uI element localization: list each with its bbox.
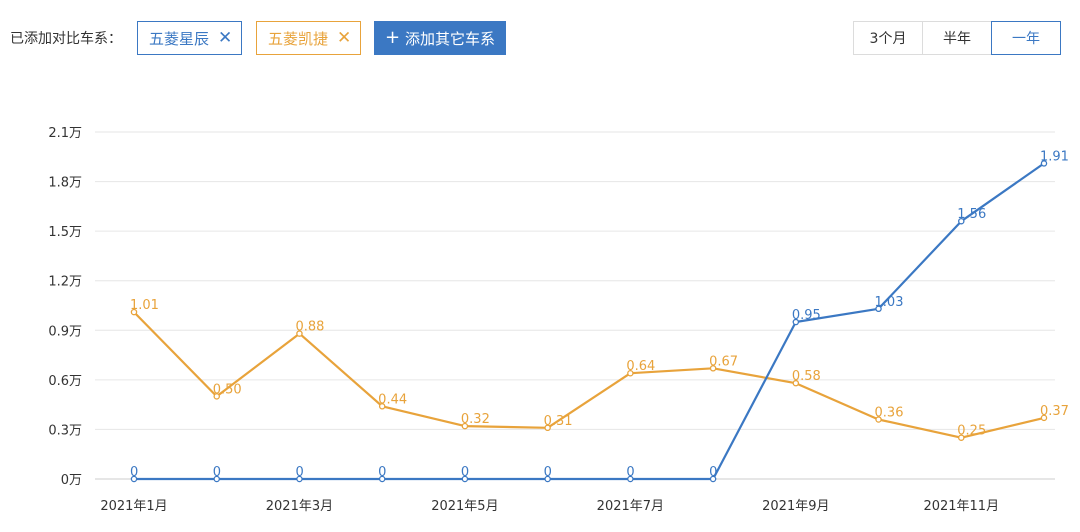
data-label: 0.37: [1040, 404, 1069, 419]
toolbar: 已添加对比车系： 五菱星辰 ✕ 五菱凯捷 ✕ + 添加其它车系 3个月 半年 一…: [0, 0, 1080, 80]
y-tick-label: 1.5万: [48, 225, 82, 240]
data-point: [461, 422, 469, 430]
data-label: 1.56: [957, 207, 986, 222]
data-point: [627, 369, 634, 377]
data-point: [709, 365, 717, 372]
data-point: [213, 475, 220, 483]
add-series-button[interactable]: + 添加其它车系: [374, 21, 506, 55]
data-point: [544, 424, 551, 432]
data-label: 0: [213, 465, 221, 480]
y-tick-label: 1.2万: [48, 275, 82, 290]
data-point: [627, 475, 634, 483]
x-tick-label: 2021年7月: [597, 499, 664, 514]
data-label: 0.36: [875, 406, 904, 421]
data-point: [792, 379, 800, 387]
data-label: 0.58: [792, 369, 821, 384]
data-point: [792, 318, 800, 326]
plus-icon: +: [384, 27, 401, 48]
y-tick-label: 0.6万: [48, 374, 82, 389]
x-tick-label: 2021年9月: [762, 499, 829, 514]
add-series-label: 添加其它车系: [405, 29, 496, 48]
data-point: [709, 475, 717, 483]
data-label: 1.01: [130, 298, 159, 313]
x-tick-label: 2021年11月: [923, 499, 999, 514]
data-point: [296, 330, 303, 337]
sales-line-chart: 0万 0.3万 0.6万 0.9万 1.2万 1.5万 1.8万 2.1万 2021年1月 202…: [48, 126, 1069, 514]
data-point: [1040, 160, 1048, 167]
data-label: 0: [378, 465, 386, 480]
close-icon[interactable]: ✕: [218, 27, 233, 48]
range-one-year-button[interactable]: 一年: [991, 21, 1061, 55]
data-label: 1.91: [1040, 149, 1069, 164]
series-tag-label: 五菱星辰: [149, 29, 210, 48]
compare-label: 已添加对比车系：: [10, 31, 122, 47]
range-half-year-button[interactable]: 半年: [922, 21, 992, 55]
data-label: 0.32: [461, 412, 490, 427]
data-point: [875, 416, 882, 423]
data-point: [213, 393, 220, 400]
series-tag-wuling-kaijie[interactable]: 五菱凯捷 ✕: [256, 21, 361, 55]
series-tag-label: 五菱凯捷: [268, 29, 329, 48]
data-point: [875, 305, 882, 313]
data-point: [461, 475, 469, 483]
data-point: [378, 403, 386, 410]
data-point: [296, 475, 303, 483]
data-label: 0.50: [213, 382, 242, 397]
close-icon[interactable]: ✕: [337, 27, 352, 48]
data-label: 0.95: [792, 308, 821, 323]
x-tick-label: 2021年1月: [100, 499, 167, 514]
data-label: 0: [709, 465, 717, 480]
data-label: 0: [130, 465, 138, 480]
data-label: 0.88: [295, 320, 324, 335]
data-point: [958, 217, 965, 225]
series-line: [133, 311, 1045, 439]
data-label: 0: [461, 465, 469, 480]
x-tick-label: 2021年3月: [266, 499, 333, 514]
data-label: 0.25: [957, 424, 986, 439]
data-point: [378, 475, 386, 483]
data-point: [130, 308, 138, 316]
data-point: [544, 475, 551, 483]
y-tick-label: 1.8万: [48, 176, 82, 191]
data-label: 0.64: [626, 359, 655, 374]
y-tick-label: 2.1万: [48, 126, 82, 141]
y-tick-label: 0.3万: [48, 423, 82, 438]
range-3-months-button[interactable]: 3个月: [853, 21, 923, 55]
data-label: 0.31: [544, 414, 573, 429]
data-label: 0: [626, 465, 634, 480]
data-point: [1040, 414, 1048, 422]
x-tick-label: 2021年5月: [431, 499, 498, 514]
data-point: [958, 434, 965, 441]
data-label: 0.44: [378, 392, 407, 407]
series-tag-wuling-xingchen[interactable]: 五菱星辰 ✕: [137, 21, 242, 55]
data-label: 0.67: [709, 354, 738, 369]
data-point: [130, 475, 138, 483]
data-label: 0: [544, 465, 552, 480]
time-range-selector: 3个月 半年 一年: [853, 21, 1061, 55]
data-label: 0: [295, 465, 303, 480]
y-tick-label: 0万: [61, 473, 82, 488]
data-label: 1.03: [875, 295, 904, 310]
series-line: [134, 162, 1045, 481]
y-tick-label: 0.9万: [48, 324, 82, 339]
